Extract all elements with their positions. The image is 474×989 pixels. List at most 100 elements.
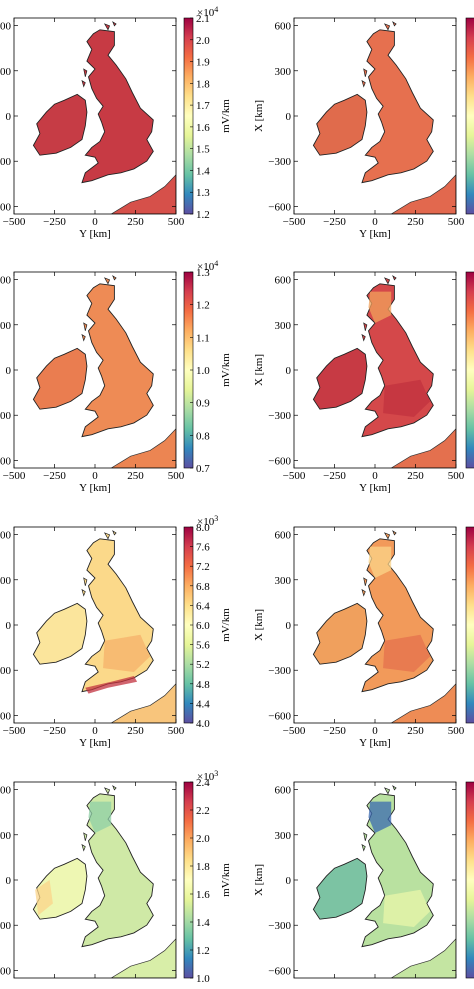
colorbar-tick-label: 1.8 (196, 78, 210, 90)
x-tick-label: −500 (283, 216, 306, 228)
colorbar-tick-label: 1.2 (196, 945, 210, 957)
y-tick-label: −300 (0, 156, 11, 168)
x-tick-label: −250 (323, 470, 346, 482)
island (363, 68, 368, 77)
ireland-landmass (312, 93, 368, 156)
y-axis-label: X [km] (253, 354, 265, 386)
colorbar-tick-label: 6.4 (196, 600, 210, 612)
y-tick-label: 0 (286, 875, 292, 887)
map-panel-2-right: −500 −250 0 250 500 600 300 0 −300 −600 Y [km] X [k… (253, 271, 465, 494)
colorbar-tick-label: 1.2 (196, 209, 210, 221)
colorbar-tick-label: 2.1 (196, 13, 210, 25)
colorbar-tick-label: 1.4 (196, 165, 210, 177)
y-tick-label: 600 (275, 785, 292, 797)
europe-landmass (110, 938, 176, 978)
x-tick-label: 0 (92, 470, 98, 482)
y-tick-label: 0 (6, 620, 12, 632)
y-tick-label: 600 (0, 785, 12, 797)
y-tick-label: 0 (286, 620, 292, 632)
colorbar-exponent: ×104 (197, 5, 218, 19)
colorbar-4-right (465, 781, 474, 979)
europe-landmass (390, 428, 456, 468)
map-panel-4-right: 600 300 0 −300 −600 X [km] (253, 781, 457, 979)
ireland-landmass (312, 857, 368, 920)
y-tick-label: −600 (268, 455, 291, 467)
y-tick-label: −600 (0, 710, 11, 722)
europe-landmass (110, 174, 176, 214)
field-patch (85, 676, 138, 694)
field-patch (368, 546, 392, 578)
y-tick-label: 300 (0, 575, 12, 587)
x-tick-label: 0 (372, 216, 378, 228)
y-axis-label: X [km] (253, 864, 265, 896)
x-tick-label: 500 (168, 470, 185, 482)
y-tick-label: −600 (268, 965, 291, 977)
y-tick-label: 300 (0, 320, 12, 332)
x-tick-label: 0 (92, 725, 98, 737)
x-tick-label: 500 (168, 216, 185, 228)
y-tick-label: 0 (286, 111, 292, 123)
colorbar-4-left: 2.4 2.2 2.0 1.8 1.6 1.4 1.2 1.0 ×103 mV/km (183, 769, 232, 985)
y-tick-label: 300 (275, 66, 292, 78)
colorbar-2-right (465, 271, 474, 469)
colorbar-tick-label: 1.3 (196, 267, 210, 279)
island (361, 843, 366, 852)
ireland-landmass (312, 347, 368, 410)
y-tick-label: −600 (0, 965, 11, 977)
x-axis-label: Y [km] (359, 482, 391, 494)
island (81, 843, 86, 852)
colorbar-tick-label: 2.2 (196, 805, 210, 817)
map-panel-3-right: −500 −250 0 250 500 600 300 0 −300 −600 Y [km] X [k… (253, 526, 465, 749)
y-tick-label: −300 (268, 920, 291, 932)
y-tick-label: −300 (268, 156, 291, 168)
great-britain-landmass (81, 283, 154, 438)
y-tick-label: 0 (286, 365, 292, 377)
colorbar-tick-label: 8.0 (196, 522, 210, 534)
island (112, 530, 117, 536)
y-tick-label: 300 (0, 66, 12, 78)
field-patch (88, 801, 112, 833)
island (103, 23, 111, 31)
colorbar-tick-label: 5.6 (196, 640, 210, 652)
y-axis-label: X [km] (253, 609, 265, 641)
y-tick-label: −300 (268, 665, 291, 677)
ireland-landmass (32, 93, 88, 156)
island (81, 333, 86, 342)
colorbar-1-left: 2.1 2.0 1.9 1.8 1.7 1.6 1.5 1.4 1.3 1.2 ×104 mV/km (183, 5, 232, 221)
island (361, 333, 366, 342)
x-tick-label: 500 (168, 725, 185, 737)
field-patch (368, 801, 392, 833)
island (83, 68, 88, 77)
island (81, 588, 86, 597)
colorbar-tick-label: 2.4 (196, 777, 210, 789)
colorbar-label: mV/km (220, 608, 232, 642)
x-tick-label: −500 (3, 725, 26, 737)
y-tick-label: −300 (0, 410, 11, 422)
x-tick-label: 0 (372, 470, 378, 482)
island (383, 277, 391, 285)
y-tick-label: 300 (275, 830, 292, 842)
x-tick-label: 0 (372, 725, 378, 737)
field-patch (35, 880, 53, 916)
europe-landmass (110, 428, 176, 468)
x-axis-label: Y [km] (359, 737, 391, 749)
field-patch (383, 634, 431, 672)
x-tick-label: −250 (323, 216, 346, 228)
x-tick-label: 250 (127, 470, 144, 482)
island (83, 322, 88, 331)
colorbar-tick-label: 1.8 (196, 861, 210, 873)
colorbar-2-left: 1.3 1.2 1.1 1.0 0.9 0.8 0.7 ×104 mV/km (183, 259, 232, 475)
colorbar-3-left: 8.0 7.6 7.2 6.8 6.4 6.0 5.6 5.2 4.8 4.4 4.0 ×103 mV/… (183, 514, 232, 730)
y-tick-label: −300 (268, 410, 291, 422)
colorbar-label: mV/km (220, 99, 232, 133)
field-patch (368, 291, 392, 323)
ireland-landmass (32, 602, 88, 665)
colorbar-tick-label: 1.3 (196, 187, 210, 199)
colorbar-tick-label: 0.9 (196, 398, 210, 410)
island (363, 322, 368, 331)
y-tick-label: −300 (0, 665, 11, 677)
